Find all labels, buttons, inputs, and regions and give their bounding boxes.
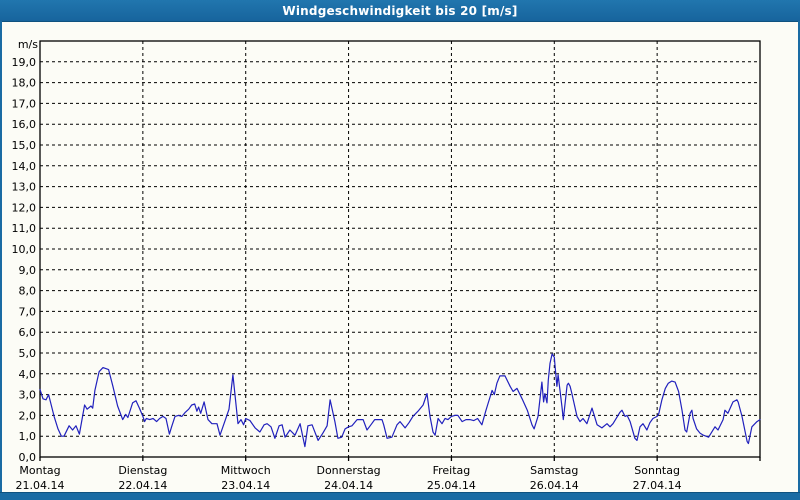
y-tick-label: 10,0 (12, 243, 37, 256)
window-titlebar: Windgeschwindigkeit bis 20 [m/s] (0, 0, 800, 22)
y-tick-label: 18,0 (12, 77, 37, 90)
y-tick-label: 2,0 (19, 409, 37, 422)
x-day-name-label: Montag (19, 464, 60, 477)
y-tick-label: 7,0 (19, 305, 37, 318)
window-bottombar (0, 492, 800, 500)
y-tick-label: 12,0 (12, 201, 37, 214)
y-tick-label: 8,0 (19, 285, 37, 298)
y-tick-label: 11,0 (12, 222, 37, 235)
y-tick-label: 17,0 (12, 97, 37, 110)
y-tick-label: 14,0 (12, 160, 37, 173)
y-tick-label: 13,0 (12, 181, 37, 194)
x-day-name-label: Mittwoch (221, 464, 271, 477)
x-day-name-label: Freitag (433, 464, 471, 477)
y-tick-label: 3,0 (19, 389, 37, 402)
y-tick-label: 15,0 (12, 139, 37, 152)
y-tick-label: 9,0 (19, 264, 37, 277)
window-title: Windgeschwindigkeit bis 20 [m/s] (282, 3, 518, 18)
y-tick-label: 4,0 (19, 368, 37, 381)
x-day-date-label: 26.04.14 (530, 479, 579, 492)
x-day-date-label: 23.04.14 (221, 479, 270, 492)
x-day-date-label: 27.04.14 (633, 479, 682, 492)
x-day-name-label: Donnerstag (316, 464, 380, 477)
y-tick-label: 19,0 (12, 56, 37, 69)
x-day-date-label: 22.04.14 (118, 479, 167, 492)
wind-speed-line (39, 353, 761, 448)
window-border-right (798, 21, 800, 500)
window-border-left (0, 21, 2, 500)
y-tick-label: 6,0 (19, 326, 37, 339)
y-tick-label: 0,0 (19, 451, 37, 464)
y-tick-label: 16,0 (12, 118, 37, 131)
y-axis-unit-label: m/s (18, 38, 38, 51)
y-tick-label: 5,0 (19, 347, 37, 360)
x-day-date-label: 21.04.14 (16, 479, 65, 492)
x-day-date-label: 24.04.14 (324, 479, 373, 492)
x-day-name-label: Samstag (530, 464, 578, 477)
x-day-name-label: Sonntag (634, 464, 680, 477)
x-day-name-label: Dienstag (118, 464, 167, 477)
plot-border (39, 40, 761, 458)
x-day-date-label: 25.04.14 (427, 479, 476, 492)
y-tick-label: 1,0 (19, 430, 37, 443)
